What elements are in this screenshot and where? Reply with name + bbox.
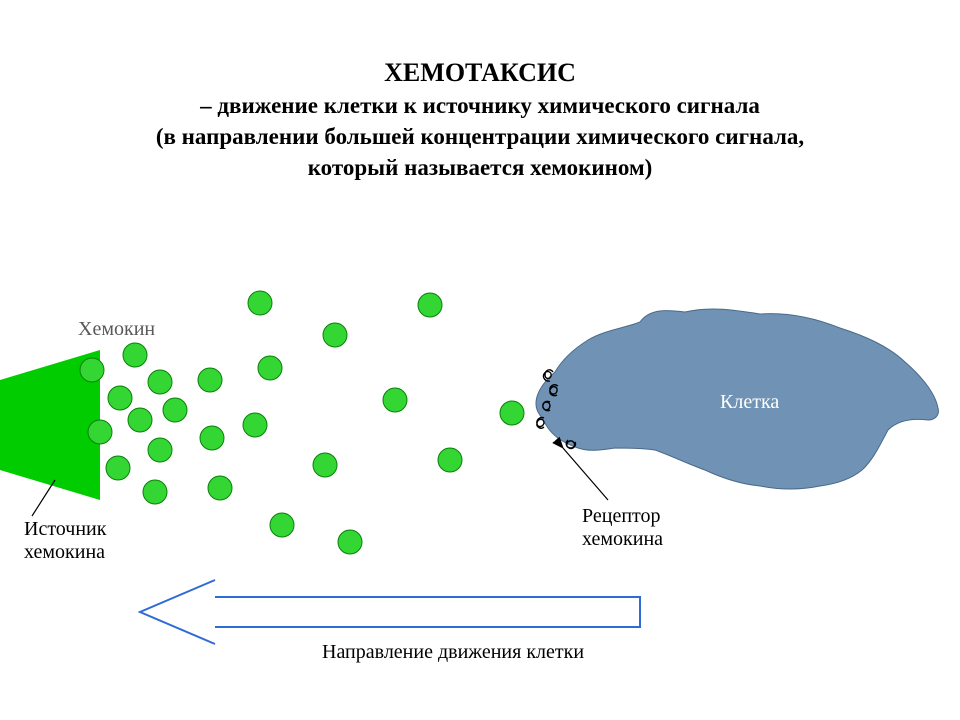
chemokine-dot [500,401,524,425]
chemokine-label: Хемокин [78,318,155,340]
chemokine-dot [128,408,152,432]
chemokine-dot [163,398,187,422]
receptor-label-line1: Рецептор [582,505,661,527]
chemotaxis-diagram: ХемокинИсточникхемокинаКлеткаРецепторхем… [0,0,960,720]
direction-label: Направление движения клетки [322,641,584,663]
chemokine-dot [106,456,130,480]
chemokine-dot [143,480,167,504]
chemokine-dot [313,453,337,477]
chemokine-dot [338,530,362,554]
chemokine-dot [208,476,232,500]
chemokine-dot [88,420,112,444]
receptor-pointer-arrow [563,448,608,500]
cell-label: Клетка [720,391,779,413]
chemokine-dot [438,448,462,472]
source-label-line1: Источник [24,518,107,540]
chemokine-dot [80,358,104,382]
chemokine-dot [243,413,267,437]
chemokine-dot [418,293,442,317]
chemokine-dot [148,370,172,394]
source-pointer-line [32,480,55,516]
chemokine-dot [248,291,272,315]
direction-arrow-body [215,597,640,627]
chemokine-dot [270,513,294,537]
chemokine-dot [258,356,282,380]
chemokine-dot [148,438,172,462]
receptor-icon [537,417,544,428]
chemokine-dot [108,386,132,410]
source-label-line2: хемокина [24,541,105,563]
chemokine-dot [200,426,224,450]
receptor-label-line2: хемокина [582,528,663,550]
chemokine-dot [198,368,222,392]
chemokine-dot [383,388,407,412]
chemokine-dot [323,323,347,347]
chemokine-dot [123,343,147,367]
direction-arrow-head [140,580,215,644]
